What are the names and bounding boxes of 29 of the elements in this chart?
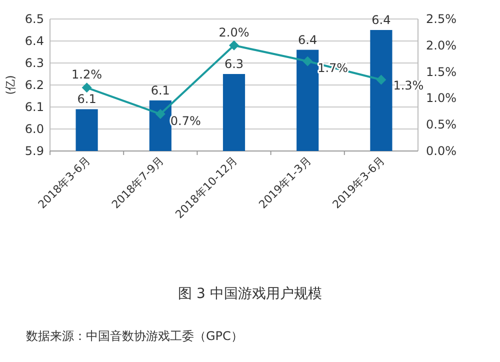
data-label: 6.1 [77, 92, 96, 106]
source-note: 数据来源：中国音数协游戏工委（GPC） [26, 329, 243, 343]
y2-tick-label: 0.0% [426, 144, 456, 158]
y-tick-label: 6.3 [24, 56, 44, 70]
y-axis-title: (亿) [4, 75, 17, 95]
y-tick-label: 5.9 [24, 144, 44, 158]
point [229, 40, 239, 50]
data-label: 6.4 [298, 32, 318, 47]
y-tick-label: 6.4 [24, 34, 44, 48]
data-label: 6.3 [224, 57, 244, 71]
y2-tick-label: 0.5% [426, 118, 456, 132]
data-label: 6.4 [372, 13, 391, 27]
point [155, 109, 166, 120]
y2-tick-label: 1.5% [426, 64, 456, 79]
y2-tick-label: 2.0% [426, 38, 456, 52]
point [376, 74, 386, 85]
y-tick-label: 6.5 [24, 12, 44, 26]
y2-tick-label: 1.0% [426, 91, 456, 106]
data-label: 6.1 [150, 83, 170, 98]
text: 图 3 中国游戏用户规模 [178, 286, 322, 302]
y2-tick-label: 2.5% [426, 12, 456, 26]
data-label: 1.2% [72, 68, 102, 82]
y-tick-label: 6.0 [24, 122, 44, 136]
data-label: 1.3% [393, 78, 424, 93]
point [302, 56, 313, 66]
data-label: 2.0% [218, 25, 250, 40]
y-tick-label: 6.2 [24, 78, 44, 92]
y-tick-label: 6.1 [24, 100, 44, 114]
point [82, 82, 92, 93]
